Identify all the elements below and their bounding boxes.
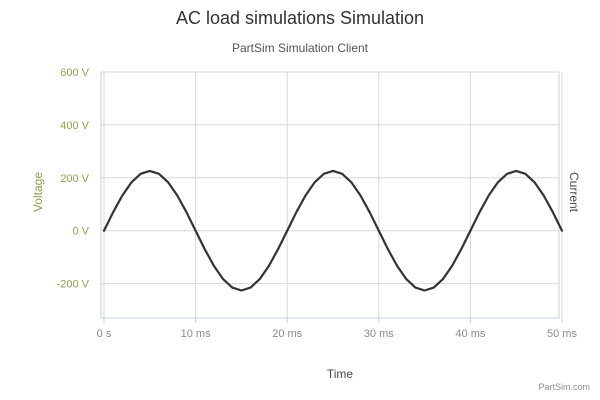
partsim-credit-link[interactable]: PartSim.com	[538, 382, 590, 392]
y-tick-label: 0 V	[72, 226, 89, 238]
y-tick-label: 400 V	[60, 120, 89, 132]
grid-layer	[101, 71, 563, 318]
x-tick-label: 40 ms	[455, 328, 485, 340]
chart-subtitle: PartSim Simulation Client	[231, 41, 369, 55]
chart-title: AC load simulations Simulation	[175, 8, 425, 28]
y-tick-label: 200 V	[60, 173, 89, 185]
label-layer: 600 V 400 V 200 V 0 V -200 V 0 s 10 ms 20 ms 30 …	[31, 67, 581, 381]
x-tick-label: 10 ms	[181, 328, 211, 340]
x-tick-label: 50 ms	[547, 328, 577, 340]
x-tick-label: 0 s	[97, 328, 112, 340]
y-axis-title-voltage: Voltage	[31, 172, 45, 212]
series-line-voltage	[102, 169, 564, 292]
series-layer	[102, 169, 564, 292]
axis-layer	[100, 72, 563, 323]
x-axis-title: Time	[327, 367, 354, 381]
y-tick-label: -200 V	[57, 279, 90, 291]
x-tick-label: 20 ms	[272, 328, 302, 340]
y-tick-label: 600 V	[60, 67, 89, 79]
x-tick-label: 30 ms	[364, 328, 394, 340]
y-axis-title-current: Current	[567, 172, 581, 213]
